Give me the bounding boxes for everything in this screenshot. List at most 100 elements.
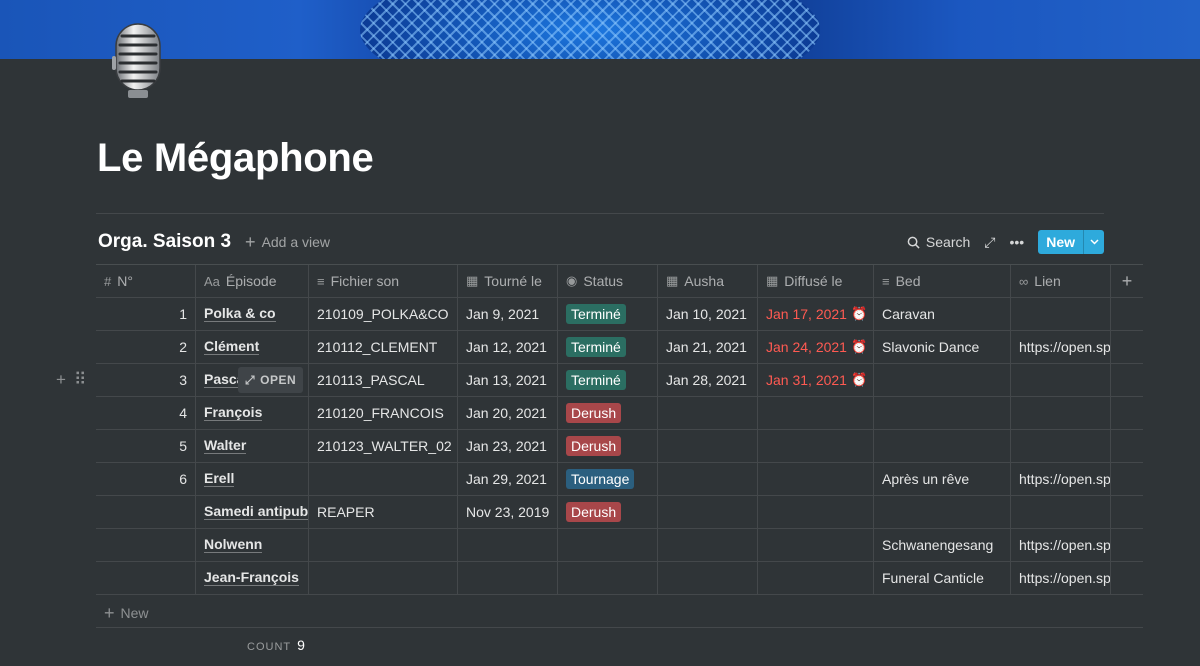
cell-lien[interactable]: https://open.sp	[1011, 529, 1111, 561]
column-header-bed[interactable]: ≡ Bed	[874, 265, 1011, 297]
table-row[interactable]: 2 Clément 210112_CLEMENT Jan 12, 2021 Termin…	[96, 331, 1143, 364]
cell-number[interactable]: 3	[96, 364, 196, 396]
add-row-icon[interactable]: +	[56, 370, 66, 389]
cell-number[interactable]	[96, 562, 196, 594]
open-row-button[interactable]: ⤢ OPEN	[238, 367, 304, 393]
cell-fichier-son[interactable]: 210120_FRANCOIS	[309, 397, 458, 429]
new-button-label[interactable]: New	[1046, 234, 1075, 250]
cell-fichier-son[interactable]	[309, 529, 458, 561]
cell-episode[interactable]: Clément	[196, 331, 309, 363]
cell-tourne-le[interactable]: Jan 13, 2021	[458, 364, 558, 396]
cell-diffuse-le[interactable]	[758, 496, 874, 528]
search-button[interactable]: Search	[907, 234, 970, 250]
cell-bed[interactable]: Caravan	[874, 298, 1011, 330]
cell-number[interactable]: 6	[96, 463, 196, 495]
column-header-episode[interactable]: Aa Épisode	[196, 265, 309, 297]
column-header-fichier-son[interactable]: ≡ Fichier son	[309, 265, 458, 297]
cell-bed[interactable]: Après un rêve	[874, 463, 1011, 495]
cell-bed[interactable]	[874, 496, 1011, 528]
cell-fichier-son[interactable]: 210109_POLKA&CO	[309, 298, 458, 330]
cell-diffuse-le[interactable]	[758, 529, 874, 561]
table-row[interactable]: 5 Walter 210123_WALTER_02 Jan 23, 2021 Derus…	[96, 430, 1143, 463]
cell-lien[interactable]	[1011, 397, 1111, 429]
cell-diffuse-le[interactable]: Jan 24, 2021 ⏰	[758, 331, 874, 363]
cell-number[interactable]: 5	[96, 430, 196, 462]
cell-diffuse-le[interactable]	[758, 397, 874, 429]
cell-episode[interactable]: François	[196, 397, 309, 429]
cell-tourne-le[interactable]: Jan 20, 2021	[458, 397, 558, 429]
cell-fichier-son[interactable]	[309, 562, 458, 594]
count-summary[interactable]: COUNT 9	[247, 637, 305, 653]
cell-fichier-son[interactable]: 210123_WALTER_02	[309, 430, 458, 462]
cell-ausha[interactable]	[658, 562, 758, 594]
cell-status[interactable]	[558, 562, 658, 594]
cell-ausha[interactable]	[658, 463, 758, 495]
cell-diffuse-le[interactable]	[758, 463, 874, 495]
cell-diffuse-le[interactable]: Jan 17, 2021 ⏰	[758, 298, 874, 330]
cell-status[interactable]	[558, 529, 658, 561]
cell-status[interactable]: Tournage	[558, 463, 658, 495]
column-header-tourne-le[interactable]: ▦ Tourné le	[458, 265, 558, 297]
add-column-icon[interactable]: +	[1121, 270, 1133, 291]
cell-number[interactable]: 2	[96, 331, 196, 363]
table-row[interactable]: Nolwenn Schwanengesang https://open.sp	[96, 529, 1143, 562]
cell-lien[interactable]: https://open.sp	[1011, 331, 1111, 363]
chevron-down-icon[interactable]	[1083, 230, 1104, 254]
cell-diffuse-le[interactable]	[758, 562, 874, 594]
cell-lien[interactable]	[1011, 364, 1111, 396]
column-header-diffuse-le[interactable]: ▦ Diffusé le	[758, 265, 874, 297]
cell-episode[interactable]: Walter	[196, 430, 309, 462]
database-title[interactable]: Orga. Saison 3	[98, 231, 232, 252]
cell-lien[interactable]: https://open.sp	[1011, 562, 1111, 594]
cell-episode[interactable]: Jean-François	[196, 562, 309, 594]
cell-tourne-le[interactable]	[458, 529, 558, 561]
cell-diffuse-le[interactable]: Jan 31, 2021 ⏰	[758, 364, 874, 396]
cell-episode[interactable]: Samedi antipub	[196, 496, 309, 528]
cell-ausha[interactable]	[658, 430, 758, 462]
cell-bed[interactable]: Slavonic Dance	[874, 331, 1011, 363]
cell-tourne-le[interactable]: Jan 12, 2021	[458, 331, 558, 363]
cell-bed[interactable]	[874, 364, 1011, 396]
table-row[interactable]: 1 Polka & co 210109_POLKA&CO Jan 9, 2021 Ter…	[96, 298, 1143, 331]
cell-lien[interactable]: https://open.sp	[1011, 463, 1111, 495]
cell-number[interactable]: 1	[96, 298, 196, 330]
cell-status[interactable]: Derush	[558, 397, 658, 429]
table-row[interactable]: Jean-François Funeral Canticle https://ope…	[96, 562, 1143, 595]
table-row[interactable]: 3 Pasca 210113_PASCAL Jan 13, 2021 Terminé Ja…	[96, 364, 1143, 397]
drag-handle-icon[interactable]: ⠿	[73, 370, 87, 389]
cell-tourne-le[interactable]: Jan 29, 2021	[458, 463, 558, 495]
cell-status[interactable]: Terminé	[558, 331, 658, 363]
more-options-icon[interactable]: •••	[1009, 234, 1025, 250]
cell-fichier-son[interactable]	[309, 463, 458, 495]
microphone-icon[interactable]	[108, 20, 168, 102]
cell-bed[interactable]: Funeral Canticle	[874, 562, 1011, 594]
cell-status[interactable]: Derush	[558, 430, 658, 462]
cell-tourne-le[interactable]: Jan 23, 2021	[458, 430, 558, 462]
cell-episode[interactable]: Erell	[196, 463, 309, 495]
cell-ausha[interactable]: Jan 28, 2021	[658, 364, 758, 396]
cell-number[interactable]	[96, 496, 196, 528]
column-header-status[interactable]: ◉ Status	[558, 265, 658, 297]
cell-fichier-son[interactable]: 210112_CLEMENT	[309, 331, 458, 363]
cell-ausha[interactable]: Jan 10, 2021	[658, 298, 758, 330]
cell-tourne-le[interactable]	[458, 562, 558, 594]
table-row[interactable]: 6 Erell Jan 29, 2021 Tournage Après un rêve h…	[96, 463, 1143, 496]
cell-ausha[interactable]	[658, 529, 758, 561]
column-header-lien[interactable]: ∞ Lien	[1011, 265, 1111, 297]
expand-icon[interactable]: ⤢	[984, 233, 996, 250]
new-button[interactable]: New	[1038, 230, 1104, 254]
cell-ausha[interactable]	[658, 397, 758, 429]
table-row[interactable]: 4 François 210120_FRANCOIS Jan 20, 2021 Deru…	[96, 397, 1143, 430]
cell-lien[interactable]	[1011, 430, 1111, 462]
cell-status[interactable]: Derush	[558, 496, 658, 528]
cell-status[interactable]: Terminé	[558, 364, 658, 396]
cell-ausha[interactable]	[658, 496, 758, 528]
cell-status[interactable]: Terminé	[558, 298, 658, 330]
add-view-button[interactable]: + Add a view	[245, 233, 330, 251]
new-row-button[interactable]: + New	[96, 598, 1143, 628]
table-row[interactable]: Samedi antipub REAPER Nov 23, 2019 Derush	[96, 496, 1143, 529]
cell-lien[interactable]	[1011, 496, 1111, 528]
cell-bed[interactable]	[874, 397, 1011, 429]
cell-fichier-son[interactable]: 210113_PASCAL	[309, 364, 458, 396]
page-title[interactable]: Le Mégaphone	[97, 136, 374, 180]
